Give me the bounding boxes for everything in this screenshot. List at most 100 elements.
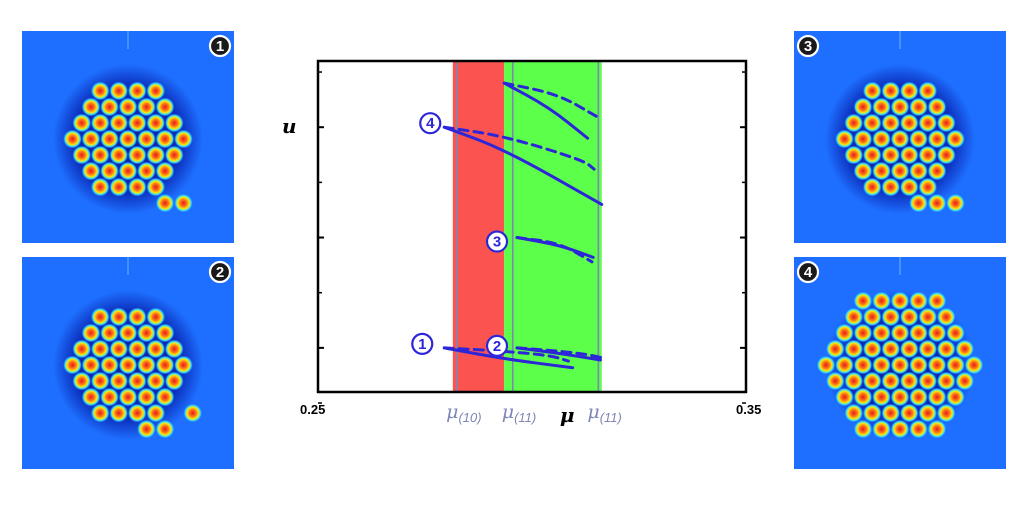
pattern-spot [927, 355, 947, 375]
pattern-spot [890, 355, 910, 375]
pattern-spot [899, 113, 919, 133]
pattern-spot [146, 145, 166, 165]
pattern-spot [872, 419, 891, 439]
pattern-spot [890, 387, 910, 407]
pattern-spot [872, 355, 891, 375]
pattern-spot [927, 419, 947, 439]
pattern-spot [127, 339, 147, 359]
pattern-spot [90, 307, 110, 327]
pattern-spot [109, 81, 129, 101]
pattern-spot [137, 387, 156, 407]
pattern-spot [853, 387, 873, 407]
pattern-spot [909, 193, 928, 213]
pattern-spot [927, 97, 947, 117]
region-green [504, 61, 602, 392]
branch-marker-3: 3 [485, 230, 509, 253]
pattern-spot [72, 113, 92, 133]
pattern-spot [927, 291, 947, 311]
pattern-spot [174, 193, 193, 213]
x-axis-title: μ [560, 403, 575, 427]
svg-text:4: 4 [426, 115, 435, 132]
pattern-image: 2 [22, 257, 234, 469]
pattern-spot [81, 129, 101, 149]
pattern-spot [100, 161, 119, 181]
pattern-spot [881, 371, 901, 391]
svg-text:1: 1 [216, 38, 224, 55]
pattern-spot [918, 307, 938, 327]
x-tick-label-min: 0.25 [300, 402, 325, 417]
pattern-spot [81, 355, 101, 375]
pattern-spot [118, 161, 138, 181]
spot-lattice [63, 81, 193, 213]
pattern-spot [936, 403, 956, 423]
y-axis-title: u [282, 114, 297, 138]
pattern-spot [127, 177, 147, 197]
pattern-spot [936, 145, 956, 165]
pattern-spot [844, 307, 864, 327]
svg-text:3: 3 [493, 234, 501, 251]
panel-label-3: 3 [796, 34, 820, 58]
pattern-spot [127, 403, 147, 423]
pattern-spot [853, 129, 873, 149]
pattern-spot [835, 355, 854, 375]
pattern-spot [853, 97, 873, 117]
pattern-spot [109, 339, 129, 359]
svg-text:2: 2 [493, 338, 501, 355]
panel-label-4: 4 [796, 260, 820, 284]
pattern-spot [936, 371, 956, 391]
pattern-spot [127, 371, 147, 391]
reference-label-3: μ(11) [587, 401, 622, 425]
pattern-spot [825, 371, 845, 391]
pattern-spot [164, 113, 184, 133]
pattern-spot [109, 403, 129, 423]
pattern-spot [155, 355, 175, 375]
pattern-panel-1: 1 [22, 31, 234, 243]
pattern-spot [862, 339, 882, 359]
pattern-spot [100, 355, 119, 375]
pattern-spot [890, 323, 910, 343]
pattern-panel-2: 2 [22, 257, 234, 469]
branch-1-dashed [442, 346, 570, 363]
pattern-spot [890, 161, 910, 181]
pattern-spot [72, 371, 92, 391]
pattern-spot [890, 129, 910, 149]
pattern-spot [909, 419, 928, 439]
pattern-spot [109, 113, 129, 133]
pattern-spot [146, 113, 166, 133]
pattern-spot [146, 177, 166, 197]
pattern-spot [872, 97, 891, 117]
pattern-spot [881, 403, 901, 423]
branch-marker-1: 1 [411, 332, 434, 355]
pattern-spot [90, 403, 110, 423]
pattern-spot [862, 307, 882, 327]
pattern-spot [109, 371, 129, 391]
pattern-spot [946, 387, 965, 407]
pattern-spot [853, 291, 873, 311]
pattern-spot [137, 129, 156, 149]
pattern-spot [146, 339, 166, 359]
pattern-spot [127, 113, 147, 133]
pattern-spot [164, 371, 184, 391]
pattern-spot [174, 355, 193, 375]
pattern-spot [881, 339, 901, 359]
pattern-spot [946, 323, 965, 343]
pattern-spot [90, 145, 110, 165]
svg-text:1: 1 [418, 336, 426, 353]
branch-upper-solid [502, 81, 590, 140]
pattern-spot [872, 129, 891, 149]
pattern-spot [155, 161, 175, 181]
pattern-spot [844, 113, 864, 133]
pattern-spot [118, 355, 138, 375]
pattern-spot [955, 339, 975, 359]
pattern-spot [155, 193, 175, 213]
pattern-spot [127, 145, 147, 165]
pattern-spot [964, 355, 984, 375]
branch-marker-4: 4 [419, 112, 442, 135]
pattern-spot [918, 339, 938, 359]
panel-label-1: 1 [208, 34, 232, 58]
pattern-spot [100, 129, 119, 149]
svg-text:3: 3 [804, 38, 812, 55]
pattern-spot [918, 177, 938, 197]
pattern-spot [844, 403, 864, 423]
branch-marker-2: 2 [485, 334, 509, 357]
